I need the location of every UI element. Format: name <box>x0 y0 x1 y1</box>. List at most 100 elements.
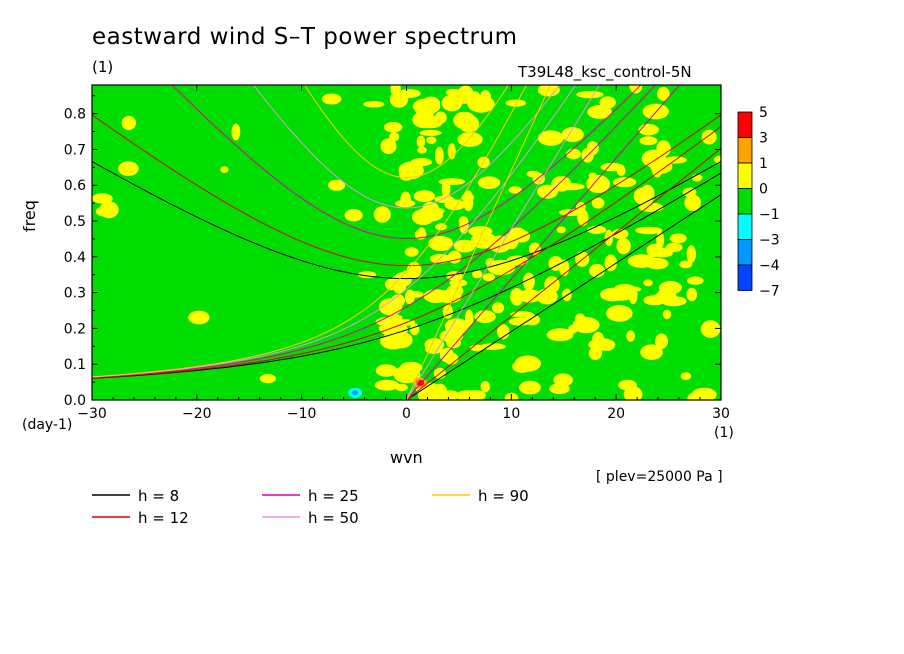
positive-power-patch <box>374 379 400 391</box>
positive-power-patch <box>434 111 447 124</box>
dispersion-curve-mixed-rossby-gravity-h12 <box>92 126 721 379</box>
dispersion-curve-inertio-gravity-h8 <box>92 160 721 280</box>
positive-power-patch <box>588 172 597 179</box>
positive-power-patch <box>435 146 444 165</box>
positive-power-patch <box>395 199 416 208</box>
x-tick-label: 10 <box>502 406 520 422</box>
positive-power-patch <box>407 368 418 376</box>
positive-power-patch <box>655 333 669 349</box>
positive-power-patch <box>220 166 229 174</box>
dispersion-curve-inertio-gravity-h12 <box>92 114 721 267</box>
positive-power-patch <box>648 247 675 255</box>
positive-power-patch <box>426 136 437 144</box>
positive-power-patch <box>687 276 704 285</box>
positive-power-patch <box>380 138 397 155</box>
positive-power-patch <box>457 132 483 147</box>
positive-power-patch <box>558 183 585 191</box>
colorbar-label: 3 <box>759 131 768 147</box>
positive-power-patch <box>614 290 638 298</box>
positive-power-patch <box>457 85 474 104</box>
positive-power-patch <box>344 209 363 222</box>
dispersion-curve-mixed-rossby-gravity-h50 <box>92 85 577 378</box>
positive-power-patch <box>546 328 574 342</box>
positive-power-patch <box>425 344 443 354</box>
positive-power-patch <box>497 324 510 340</box>
positive-power-patch <box>386 336 408 344</box>
x-tick-label: 30 <box>712 406 730 422</box>
positive-power-patch <box>642 103 669 120</box>
positive-power-patch <box>478 176 501 189</box>
positive-power-patch <box>449 279 468 287</box>
positive-power-patch <box>700 320 721 338</box>
positive-power-patch <box>508 317 532 326</box>
y-tick-label: 0.4 <box>64 250 86 266</box>
positive-power-patch <box>441 94 463 112</box>
x-tick-label: −10 <box>287 406 317 422</box>
plev-note: [ plev=25000 Pa ] <box>596 469 723 485</box>
positive-power-patch <box>446 337 462 349</box>
legend-label: h = 90 <box>478 487 529 505</box>
positive-power-patch <box>413 190 436 203</box>
y-tick-label: 0.8 <box>64 107 86 123</box>
positive-power-patch <box>482 273 496 282</box>
positive-power-patch <box>441 180 451 198</box>
positive-power-patch <box>618 379 637 391</box>
y-axis: 0.0 0.1 0.2 0.3 0.4 0.5 0.6 0.7 0.8 <box>64 95 721 409</box>
positive-power-patch <box>417 146 427 154</box>
positive-power-patch <box>613 177 637 188</box>
positive-power-patch <box>426 387 443 400</box>
positive-power-patch <box>508 186 522 194</box>
positive-power-patch <box>328 179 346 191</box>
positive-power-patch <box>474 310 496 324</box>
dispersion-curves <box>92 85 721 400</box>
positive-power-patch <box>643 295 666 306</box>
y-tick-label: 0.3 <box>64 286 86 302</box>
positive-power-patch <box>92 193 113 204</box>
positive-power-patch <box>549 383 570 395</box>
positive-power-patch <box>519 380 541 395</box>
positive-power-patch <box>390 85 401 97</box>
positive-power-patch <box>514 355 541 372</box>
positive-power-patch <box>389 132 400 142</box>
positive-power-patch <box>691 387 717 400</box>
positive-power-patch <box>657 86 670 101</box>
positive-power-patch <box>447 250 462 264</box>
positive-power-patch <box>444 199 466 211</box>
dispersion-curve-mixed-rossby-gravity-h90 <box>92 85 528 378</box>
positive-power-patch <box>406 261 422 279</box>
legend-label: h = 12 <box>138 509 189 527</box>
colorbar-label: −1 <box>759 207 780 223</box>
dispersion-curve-kelvin-h50 <box>406 85 601 400</box>
positive-power-patch <box>714 155 721 164</box>
positive-power-patch <box>455 390 480 400</box>
positive-power-patch <box>404 247 419 257</box>
positive-power-patch <box>611 228 629 239</box>
positive-power-patch <box>464 309 474 328</box>
legend: h = 8 h = 12 h = 25 h = 50 h = 90 <box>92 487 529 527</box>
positive-power-patch <box>435 223 447 231</box>
positive-power-patch <box>587 225 607 234</box>
positive-power-patch <box>680 372 692 381</box>
y-tick-label: 0.1 <box>64 357 86 373</box>
positive-power-patch <box>604 254 617 272</box>
trough-blue-patch <box>352 390 359 396</box>
positive-power-patch <box>384 122 403 133</box>
x-axis: −30 −20 −10 0 10 20 30 <box>77 85 730 422</box>
positive-power-patch <box>518 289 542 303</box>
positive-power-patch <box>480 90 491 105</box>
positive-power-patch <box>572 317 600 334</box>
positive-power-patch <box>591 197 605 209</box>
positive-power-patch <box>686 287 698 302</box>
chart-subtitle-left: (1) <box>92 58 114 76</box>
positive-power-patch <box>658 281 682 295</box>
positive-power-patch <box>650 159 673 174</box>
positive-power-patch <box>99 201 119 219</box>
x-tick-label: −30 <box>77 406 107 422</box>
positive-power-patch <box>684 194 701 212</box>
positive-power-patch <box>428 235 454 252</box>
y-tick-label: 0.0 <box>64 393 86 409</box>
positive-power-patch <box>626 330 636 342</box>
positive-power-patch <box>422 96 441 111</box>
y-axis-label: freq <box>20 200 39 232</box>
dispersion-curve-kelvin-h8 <box>406 194 721 400</box>
